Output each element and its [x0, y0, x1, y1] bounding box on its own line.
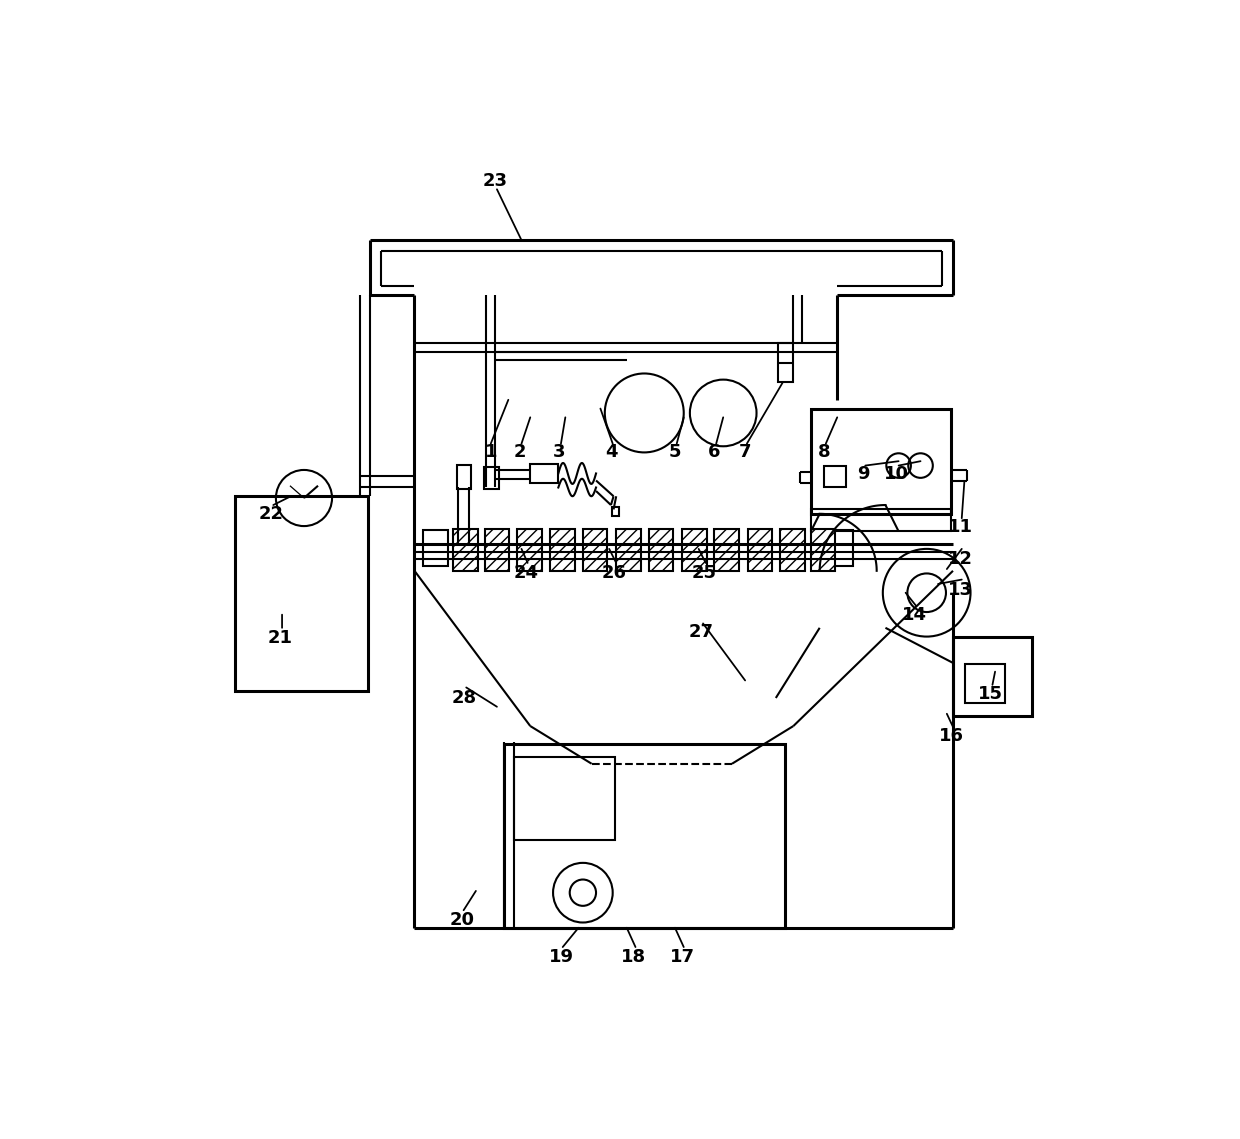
Text: 27: 27: [688, 623, 714, 641]
Bar: [965, 664, 1004, 703]
Text: 18: 18: [621, 948, 646, 966]
Text: 1: 1: [485, 443, 497, 461]
Bar: [811, 509, 951, 531]
Text: 11: 11: [947, 518, 972, 536]
Text: 8: 8: [817, 443, 831, 461]
Bar: [714, 528, 739, 571]
Text: 3: 3: [553, 443, 565, 461]
Bar: [515, 756, 615, 841]
Text: 26: 26: [601, 565, 627, 582]
Bar: [453, 528, 477, 571]
Bar: [484, 467, 498, 490]
Text: 5: 5: [668, 443, 681, 461]
Text: 7: 7: [739, 443, 751, 461]
Bar: [611, 507, 619, 516]
Bar: [682, 528, 707, 571]
Text: 21: 21: [268, 630, 293, 647]
Text: 17: 17: [670, 948, 694, 966]
Bar: [551, 528, 575, 571]
Text: 15: 15: [978, 685, 1003, 703]
Text: 19: 19: [548, 948, 573, 966]
Bar: [531, 464, 558, 483]
Bar: [517, 528, 542, 571]
Bar: [423, 530, 448, 566]
Bar: [234, 497, 368, 691]
Bar: [748, 528, 773, 571]
Bar: [777, 343, 794, 383]
Text: 24: 24: [513, 565, 538, 582]
Text: 16: 16: [939, 727, 963, 745]
Bar: [485, 528, 510, 571]
Bar: [780, 528, 805, 571]
Text: 2: 2: [513, 443, 526, 461]
Bar: [825, 466, 846, 487]
Text: 14: 14: [901, 606, 926, 624]
Text: 23: 23: [482, 172, 507, 189]
Bar: [616, 528, 641, 571]
Text: 4: 4: [605, 443, 618, 461]
Text: 13: 13: [947, 581, 972, 599]
Bar: [811, 409, 951, 514]
Bar: [503, 744, 785, 928]
Text: 6: 6: [708, 443, 720, 461]
Text: 28: 28: [451, 689, 477, 707]
Text: 25: 25: [692, 565, 717, 582]
Bar: [649, 528, 673, 571]
Bar: [828, 530, 853, 566]
Bar: [954, 637, 1032, 715]
Text: 12: 12: [947, 550, 972, 568]
Text: 20: 20: [449, 911, 475, 929]
Bar: [583, 528, 608, 571]
Text: 22: 22: [259, 505, 284, 523]
Text: 9: 9: [857, 466, 869, 483]
Bar: [456, 465, 471, 490]
Bar: [811, 528, 836, 571]
Text: 10: 10: [884, 466, 909, 483]
